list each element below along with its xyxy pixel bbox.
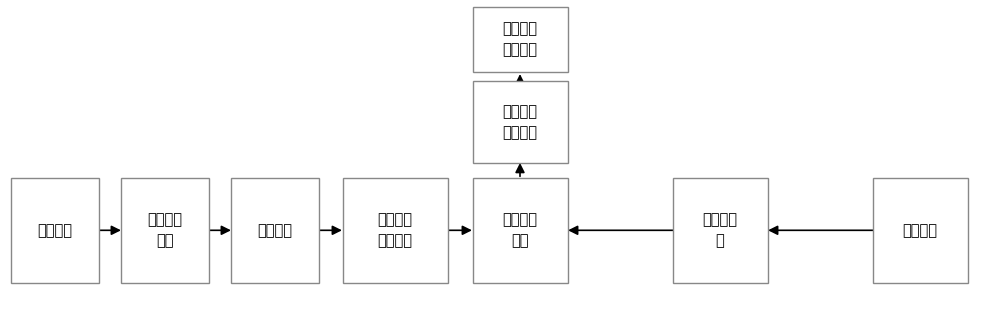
Text: 气相色谱: 气相色谱 (902, 223, 938, 238)
Text: 真空离子
源: 真空离子 源 (702, 212, 738, 248)
FancyBboxPatch shape (672, 178, 768, 283)
Text: 离子偏转
透镜: 离子偏转 透镜 (503, 212, 538, 248)
FancyBboxPatch shape (342, 178, 448, 283)
Text: 三重四级
杆质谱仪: 三重四级 杆质谱仪 (503, 21, 538, 58)
FancyBboxPatch shape (872, 178, 968, 283)
FancyBboxPatch shape (11, 178, 99, 283)
FancyBboxPatch shape (121, 178, 209, 283)
FancyBboxPatch shape (473, 178, 568, 283)
FancyBboxPatch shape (473, 81, 568, 163)
Text: 第二离子
聚焦透镜: 第二离子 聚焦透镜 (503, 104, 538, 140)
Text: 大气压离
子源: 大气压离 子源 (148, 212, 182, 248)
Text: 真空接口: 真空接口 (258, 223, 292, 238)
FancyBboxPatch shape (231, 178, 319, 283)
FancyBboxPatch shape (473, 7, 568, 72)
Text: 液相色谱: 液相色谱 (38, 223, 72, 238)
Text: 第一离子
聚焦透镜: 第一离子 聚焦透镜 (378, 212, 413, 248)
